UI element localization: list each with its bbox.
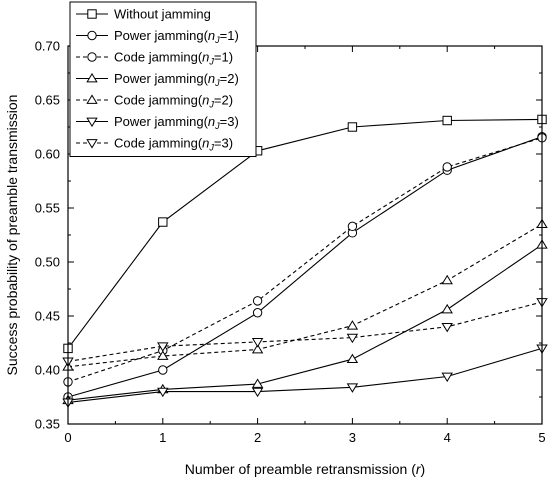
data-point (346, 383, 359, 393)
y-tick-label: 0.45 (35, 309, 60, 324)
legend-box (69, 1, 257, 157)
legend-marker (87, 30, 97, 41)
series-line (67, 347, 543, 403)
data-point (251, 338, 264, 348)
x-tick-label: 2 (254, 430, 261, 445)
data-point (252, 308, 263, 318)
y-axis-label: Success probability of preamble transmis… (4, 95, 20, 376)
series-line (67, 136, 543, 398)
series-line (67, 118, 543, 349)
series-line (67, 223, 543, 368)
series-line (67, 137, 543, 383)
data-point (441, 274, 453, 285)
data-point (251, 343, 264, 354)
data-point (347, 221, 358, 232)
series-7 (62, 298, 548, 367)
data-point (157, 387, 169, 398)
series-line (67, 301, 543, 362)
legend-label: Code jamming(nJ=3) (114, 136, 233, 153)
y-tick-label: 0.50 (35, 255, 60, 270)
data-point (158, 217, 168, 227)
legend-item: Code jamming(nJ=3) (76, 136, 233, 153)
data-point (157, 342, 169, 352)
data-point (346, 353, 359, 364)
legend-label: Code jamming(nJ=2) (114, 93, 233, 110)
series-3 (63, 133, 547, 387)
legend-label: Code jamming(nJ=1) (114, 50, 233, 67)
data-point (441, 322, 453, 333)
legend-item: Code jamming(nJ=2) (76, 93, 233, 110)
legend-item: Without jamming (76, 7, 211, 22)
legend-item: Power jamming(nJ=3) (76, 114, 239, 131)
legend-item: Power jamming(nJ=1) (76, 28, 239, 45)
series-line (67, 244, 543, 401)
data-point (346, 320, 359, 330)
x-tick-label: 4 (444, 430, 451, 445)
data-point (251, 387, 264, 398)
series-6 (62, 344, 548, 408)
legend-marker (86, 139, 98, 149)
legend-marker (87, 9, 97, 19)
legend: Without jamming Power jamming(nJ=1) Code j… (69, 1, 257, 157)
legend-label: Power jamming(nJ=3) (114, 114, 239, 131)
data-point (158, 365, 168, 375)
y-tick-label: 0.40 (35, 363, 60, 378)
x-axis-label: Number of preamble retransmission (r) (185, 461, 425, 477)
axes-layer: 0 1 2 3 4 5 0.35 0.40 0.45 0.50 0.55 0.60 0.65 0.70 (35, 39, 546, 446)
data-point (157, 350, 169, 360)
y-tick-label: 0.70 (35, 39, 60, 54)
x-tick-label: 5 (538, 430, 545, 445)
x-tick-label: 1 (159, 430, 166, 445)
legend-item: Code jamming(nJ=1) (76, 50, 233, 67)
legend-marker (86, 72, 98, 83)
data-point (346, 333, 359, 344)
data-point (441, 372, 453, 383)
legend-label: Power jamming(nJ=2) (114, 71, 239, 88)
data-point (252, 296, 263, 306)
data-point (442, 162, 452, 172)
data-point (441, 303, 453, 314)
legend-marker (87, 52, 97, 62)
y-tick-label: 0.60 (35, 147, 60, 162)
data-point (347, 122, 358, 132)
legend-marker (86, 117, 98, 128)
data-point (442, 115, 452, 126)
legend-item: Power jamming(nJ=2) (76, 71, 239, 88)
x-tick-label: 0 (64, 430, 71, 445)
y-tick-label: 0.55 (35, 201, 60, 216)
legend-label: Without jamming (114, 7, 211, 22)
y-tick-label: 0.65 (35, 93, 60, 108)
x-tick-label: 3 (349, 430, 356, 445)
legend-marker (86, 94, 98, 104)
legend-label: Power jamming(nJ=1) (114, 28, 239, 45)
y-tick-label: 0.35 (35, 417, 60, 432)
data-point (251, 378, 264, 388)
